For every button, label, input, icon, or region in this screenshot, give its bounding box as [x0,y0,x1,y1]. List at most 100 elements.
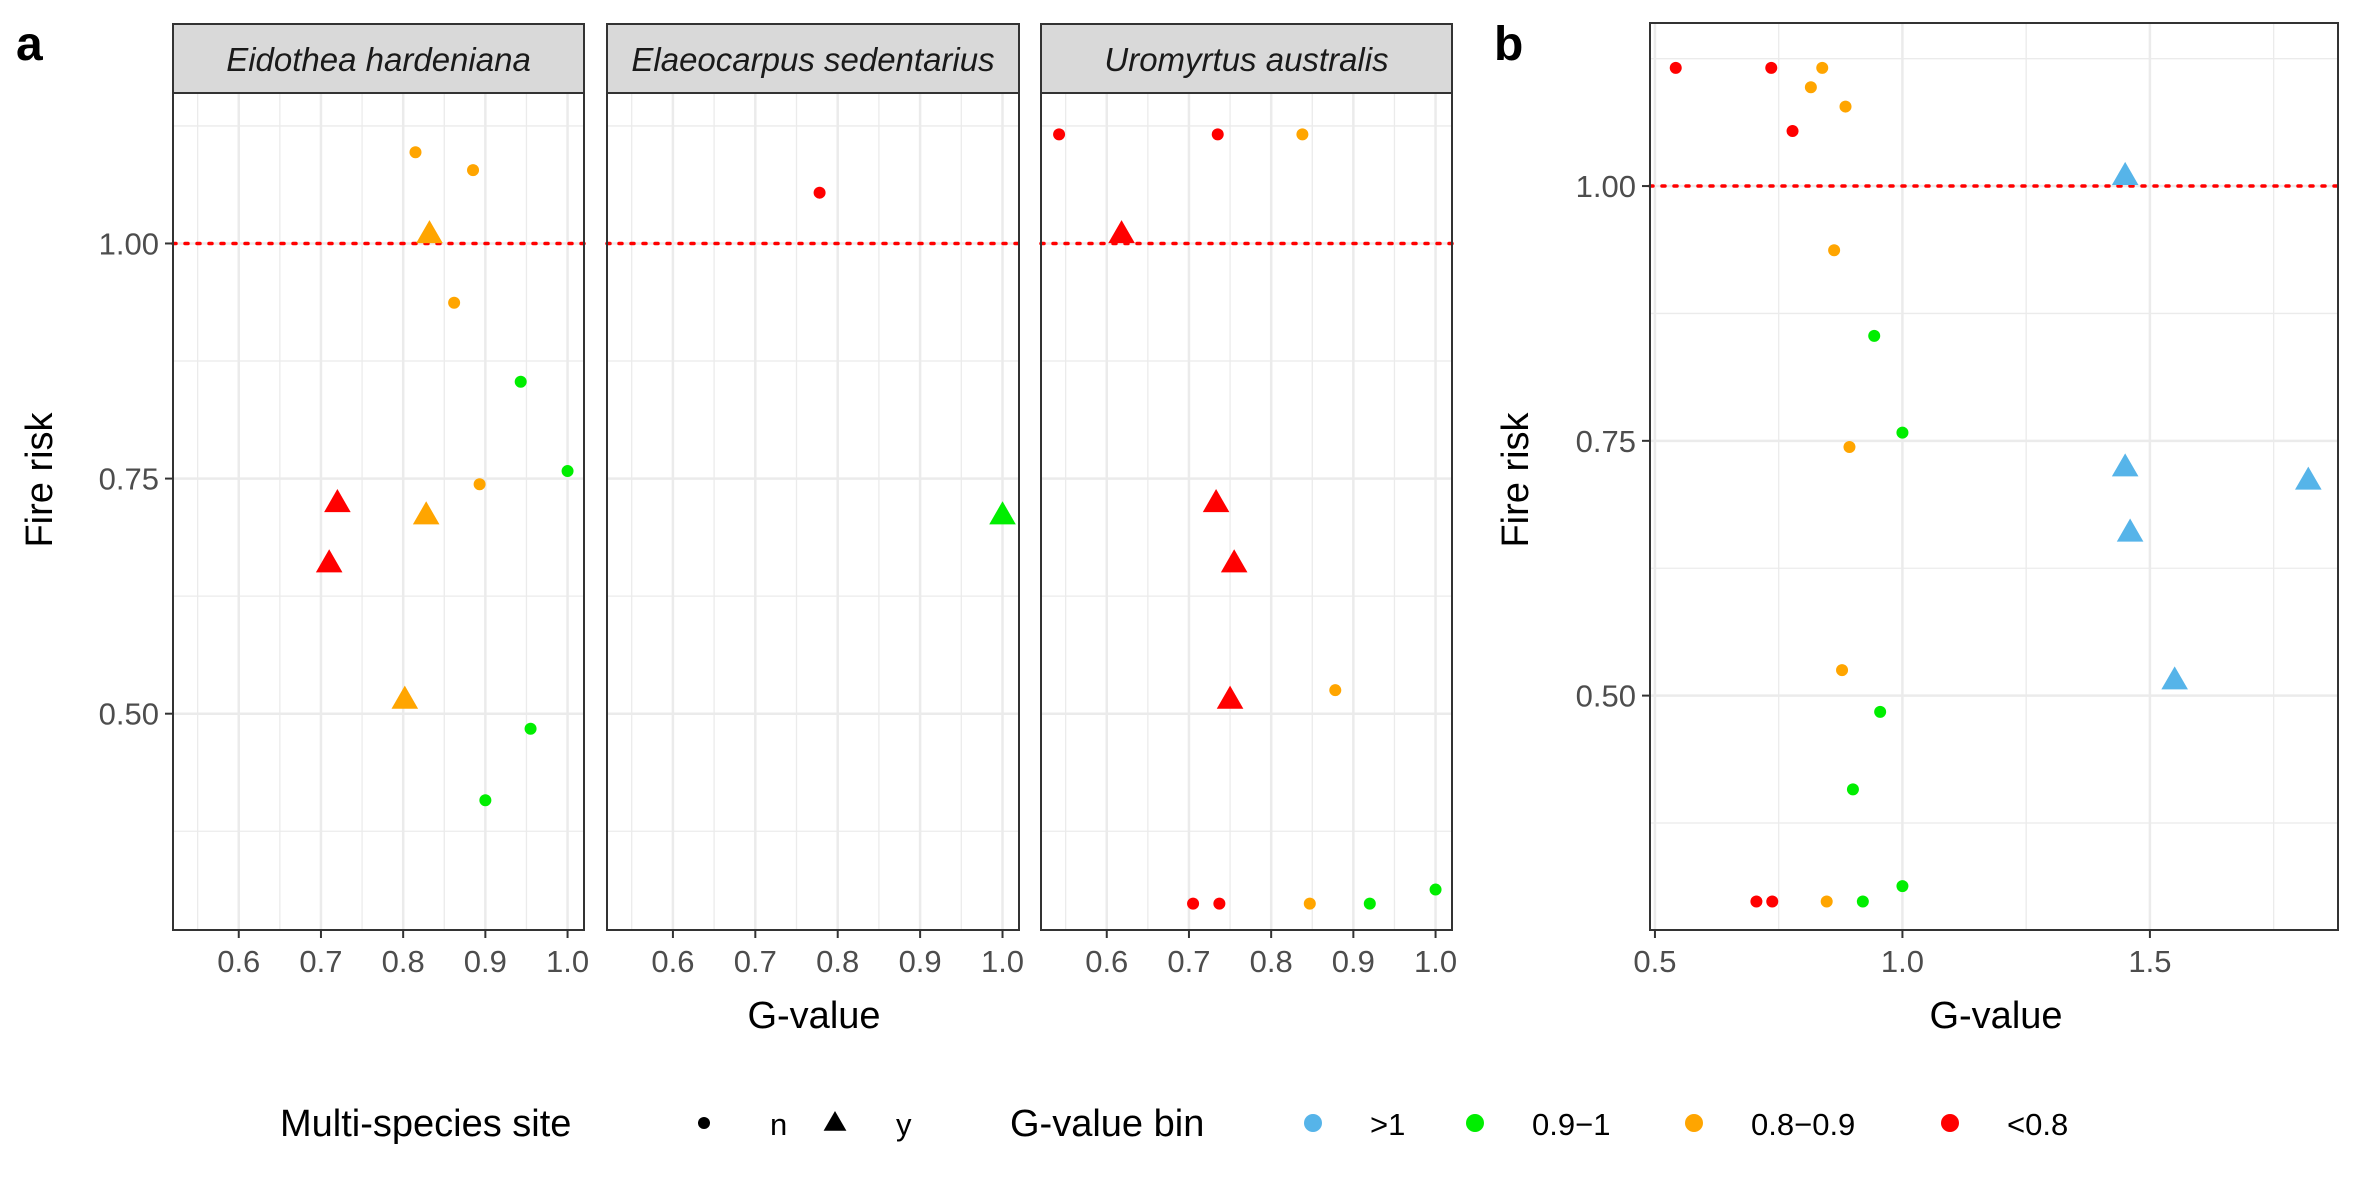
panel-background [1650,23,2338,930]
facet-label: Eidothea hardeniana [226,41,531,78]
data-point [1220,549,1248,573]
legend-color-swatch [1466,1114,1484,1132]
legend-shape-label: y [896,1107,912,1142]
data-point [1868,329,1881,342]
legend-color-swatch [1685,1114,1703,1132]
data-point [524,722,537,735]
data-point [315,549,343,573]
facet-strip [1040,23,1453,94]
data-point [813,186,826,199]
x-tick-label: 0.7 [1167,944,1210,979]
x-tick-label: 0.9 [464,944,507,979]
x-tick-label: 0.8 [382,944,425,979]
data-point [1108,220,1135,244]
data-point [479,794,492,807]
legend-color-swatch [1941,1114,1959,1132]
x-tick-label: 1.0 [546,944,589,979]
legend-color-label: <0.8 [2007,1107,2068,1142]
panel-border [1649,22,2339,931]
data-point [1896,426,1909,439]
data-point [1202,489,1230,513]
data-point [1329,684,1342,697]
y-tick-label: 1.00 [1576,169,1636,204]
data-point [1816,61,1829,74]
x-tick-label: 0.8 [1250,944,1293,979]
x-tick-label: 1.0 [1881,944,1924,979]
panel-background [173,93,584,930]
data-point [1669,61,1682,74]
y-tick-label: 0.50 [99,697,159,732]
data-point [1896,880,1909,893]
data-point [1856,895,1869,908]
facet-strip [606,23,1020,94]
panel-b-y-axis-label: Fire risk [1495,411,1537,547]
data-point [1053,128,1066,141]
y-tick-label: 0.75 [99,462,159,497]
legend-color-label: 0.9−1 [1532,1107,1610,1142]
facet-panel: 0.6 0.7 0.8 0.9 1.0 Uromyrtus australis [1039,23,1457,979]
data-point [2116,518,2144,542]
legend-color-label: 0.8−0.9 [1751,1107,1855,1142]
y-tick-label: 1.00 [99,226,159,261]
panel-a-y-axis-label: Fire risk [19,411,61,547]
facet-panel: 0.6 0.7 0.8 0.9 1.0 Elaeocarpus sedentarius [605,23,1024,979]
data-point [416,220,443,244]
data-point [1211,128,1224,141]
data-point [2111,161,2139,185]
panel-b-label: b [1494,18,1523,71]
data-point [989,501,1016,525]
panel-a-label: a [16,18,43,71]
data-point [1874,705,1887,718]
data-point [1187,897,1200,910]
data-point [2111,453,2139,477]
data-point [1429,883,1442,896]
legend-color-items: >1 0.9−1 0.8−0.9 <0.8 [1304,1107,2068,1142]
x-tick-label: 1.0 [981,944,1024,979]
data-point [324,489,351,513]
x-tick-label: 0.5 [1633,944,1676,979]
data-point [467,164,480,177]
x-tick-label: 1.5 [2128,944,2171,979]
data-point [1216,685,1244,709]
x-tick-label: 0.6 [217,944,260,979]
data-point [1765,61,1778,74]
data-point [1820,895,1833,908]
data-point [409,146,422,159]
data-point [1804,81,1817,94]
data-point [1296,128,1309,141]
data-point [1846,783,1859,796]
data-point [391,685,419,709]
x-tick-label: 0.6 [1085,944,1128,979]
facet-strip [172,23,585,94]
x-tick-label: 0.7 [734,944,777,979]
y-tick-label: 0.50 [1576,679,1636,714]
data-point [1363,897,1376,910]
panel-a-x-axis-label: G-value [747,995,880,1037]
data-point [1213,897,1226,910]
data-point [1836,664,1849,677]
x-tick-label: 1.0 [1414,944,1457,979]
facet-label: Uromyrtus australis [1104,41,1388,78]
x-tick-label: 0.9 [1332,944,1375,979]
data-point [448,296,461,309]
panel-b-plot: 0.5 1.0 1.5 0.50 0.75 1.00 [1576,22,2340,979]
legend-shape-title: Multi-species site [280,1103,571,1145]
x-tick-label: 0.7 [299,944,342,979]
data-point [2295,466,2322,490]
legend-circle-icon [698,1117,710,1129]
data-point [1828,244,1841,257]
data-point [514,375,527,388]
data-point [1839,100,1852,113]
x-tick-label: 0.8 [816,944,859,979]
legend-shape-label: n [770,1107,787,1142]
data-point [1766,895,1779,908]
panel-b-x-axis-label: G-value [1929,995,2062,1037]
x-tick-label: 0.6 [651,944,694,979]
data-point [473,478,486,491]
panel-background [607,93,1019,930]
legend-color-title: G-value bin [1010,1103,1204,1145]
facet-label: Elaeocarpus sedentarius [631,41,994,78]
